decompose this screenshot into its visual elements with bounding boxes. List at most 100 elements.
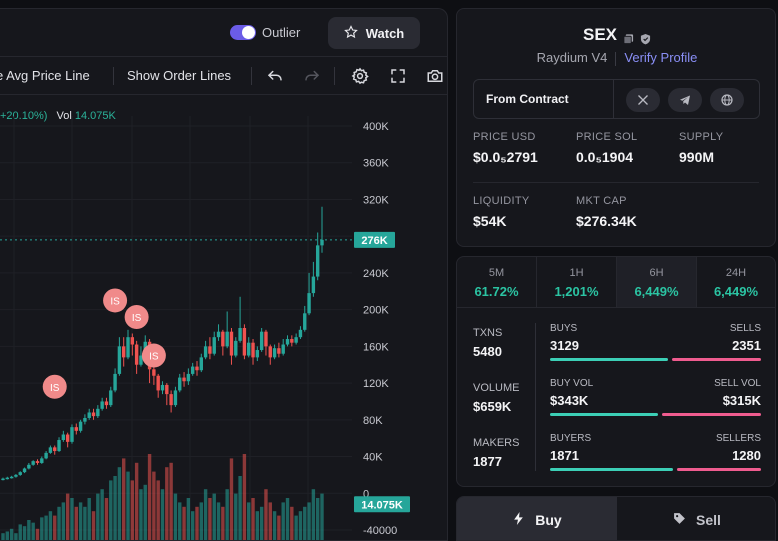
current-price-tag [354,231,395,248]
price-chart[interactable]: 400K360K320K280K240K200K160K120K80K40K0-… [0,96,448,541]
camera-icon[interactable] [426,67,444,85]
txns-label: TXNS [473,327,503,339]
candle-body [203,346,208,358]
timeframe-1h[interactable]: 1H 1,201% [537,257,617,307]
volume-bar [61,502,66,540]
candle-body [57,440,61,452]
volume-bar [70,498,74,540]
volume-bar [186,498,191,540]
chart-legend: +20.10%) Vol 14.075K [0,110,116,122]
timeframe-24h[interactable]: 24H 6,449% [697,257,775,307]
buy-vol-bar [550,413,658,416]
volume-label: VOLUME [473,382,520,394]
volume-bar [311,489,316,540]
candle-body [212,337,216,354]
buy-tab-button[interactable]: Buy [457,497,617,540]
candle-body [199,357,203,371]
volume-bar [91,511,96,540]
outlier-toggle[interactable] [230,25,256,40]
volume-bar [78,502,83,540]
volume-bar [139,489,143,540]
sell-tab-button[interactable]: Sell [617,497,775,540]
price-usd-stat: PRICE USD $0.0₅2791 [473,131,538,165]
timeframe-6h[interactable]: 6H 6,449% [617,257,697,307]
volume-value: $659K [473,399,512,414]
candle-body [173,390,178,406]
candle-body [303,313,307,330]
volume-bar [294,515,298,540]
buys-bar [550,358,668,361]
telegram-icon[interactable] [668,88,702,112]
trade-marker-label: IS [132,313,142,324]
sellers-value: 1280 [732,448,761,463]
volume-bar [35,528,40,540]
candle-body [126,337,130,358]
candle-body [78,421,83,431]
price-axis-label: 40K [363,452,383,464]
candle-body [18,472,22,475]
volume-bar [169,462,173,540]
volume-bar [18,524,22,540]
volume-bar [212,493,216,540]
undo-icon[interactable] [266,67,284,85]
copy-icon[interactable] [623,30,634,44]
trade-panel: Buy Sell [456,496,776,541]
show-order-lines-button[interactable]: Show Order Lines [127,68,232,83]
settings-gear-icon[interactable] [351,67,369,85]
volume-bar [242,454,247,540]
volume-bar [87,498,91,540]
candle-body [74,427,78,431]
buy-label: Buy [535,511,562,528]
volume-bar [22,526,27,540]
price-axis-label: 400K [363,121,389,133]
timeframe-label: 1H [569,267,584,279]
volume-bar [182,506,186,540]
token-subtitle: Raydium V4 Verify Profile [457,50,777,66]
redo-icon[interactable] [303,67,321,85]
volume-bar [234,493,238,540]
volume-bar [1,533,5,540]
token-title: SEX [457,25,777,45]
trade-marker [42,374,67,399]
volume-bar [130,480,135,540]
candle-body [48,447,53,453]
candle-body [104,401,109,406]
globe-icon[interactable] [710,88,744,112]
sells-label: SELLS [729,323,761,334]
candle-body [208,346,212,354]
fullscreen-icon[interactable] [389,67,407,85]
supply-label: SUPPLY [679,131,724,143]
timeframe-5m[interactable]: 5M 61.72% [457,257,537,307]
candle-body [65,434,70,442]
price-usd-label: PRICE USD [473,131,536,143]
candle-body [268,346,272,358]
volume-bar [268,502,272,540]
candle-body [53,447,57,452]
avg-price-line-button[interactable]: e Avg Price Line [0,68,90,83]
watch-label: Watch [365,25,405,41]
candle-body [277,348,281,354]
candle-body [5,477,10,480]
volume-bar [199,502,203,540]
volume-bar [160,489,165,540]
price-usd-value: $0.0₅2791 [473,149,538,165]
volume-bar [27,520,31,540]
candle-body [40,458,44,463]
lightning-icon [512,511,525,528]
buyers-value: 1871 [550,448,579,463]
price-axis-label: -40000 [363,525,397,537]
volume-label: Vol [56,110,72,122]
contract-divider [613,80,614,118]
current-volume-label: 14.075K [361,499,403,511]
volume-bar [195,506,199,540]
verify-profile-link[interactable]: Verify Profile [624,50,698,65]
candle-body [35,461,40,463]
volume-bar [104,498,109,540]
buys-label: BUYS [550,323,578,334]
x-twitter-icon[interactable] [626,88,660,112]
stats-vertical-divider [535,323,536,471]
mktcap-stat: MKT CAP $276.34K [576,195,637,229]
watch-button[interactable]: Watch [328,17,420,49]
volume-stat: VOLUME $659K [473,382,519,414]
